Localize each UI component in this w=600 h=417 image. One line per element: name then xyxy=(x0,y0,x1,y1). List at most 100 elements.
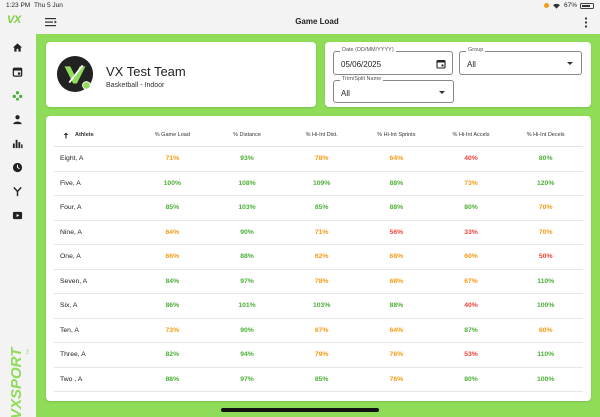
cell-hi-int-accels: 60% xyxy=(464,253,478,261)
cell-hi-int-decels: 60% xyxy=(538,326,553,334)
cell-hi-int-accels: 87% xyxy=(464,326,478,334)
vxsport-brand-logo: VXSPORT TM xyxy=(8,346,30,417)
clock-icon[interactable] xyxy=(10,160,24,174)
cell-game-load: 85% xyxy=(165,204,180,212)
header-hi-int-decels[interactable]: % Hi-Int Decels xyxy=(526,132,565,138)
trim-split-select[interactable]: Trim/Split Name All xyxy=(333,76,454,103)
header-hi-int-accels[interactable]: % Hi-Int Accels xyxy=(452,132,490,138)
calendar-picker-icon[interactable] xyxy=(436,59,446,69)
svg-text:VXSPORT: VXSPORT xyxy=(8,346,25,417)
table-row[interactable]: Three, A 82% 94% 79% 76% 53% 110% xyxy=(54,343,583,368)
home-indicator[interactable] xyxy=(221,408,379,412)
athlete-name: Eight, A xyxy=(60,155,84,163)
person-icon[interactable] xyxy=(10,112,24,126)
video-icon[interactable] xyxy=(10,208,24,222)
more-vertical-icon[interactable] xyxy=(584,17,588,28)
header-game-load[interactable]: % Game Load xyxy=(154,132,190,138)
cell-distance: 97% xyxy=(240,375,254,383)
cell-hi-int-accels: 67% xyxy=(464,277,478,285)
cell-hi-int-decels: 100% xyxy=(537,375,555,383)
cell-hi-int-decels: 80% xyxy=(538,155,553,163)
table-row[interactable]: Eight, A 71% 93% 78% 64% 40% 80% xyxy=(54,147,583,172)
sort-arrow-up-icon[interactable] xyxy=(63,132,69,139)
battery-icon xyxy=(580,2,594,9)
cell-hi-int-sprints: 56% xyxy=(389,228,404,236)
status-time: 1:23 PM xyxy=(6,2,31,9)
athlete-name: Three, A xyxy=(60,351,86,359)
cell-game-load: 100% xyxy=(163,179,182,187)
team-card: VX Test Team Basketball - Indoor xyxy=(46,42,316,107)
wifi-icon xyxy=(552,3,560,9)
date-field-label: Date (DD/MM/YYYY) xyxy=(340,47,396,53)
cell-game-load: 64% xyxy=(165,228,180,236)
cell-hi-int-decels: 50% xyxy=(538,253,553,261)
header-hi-int-sprints[interactable]: % Hi-Int Sprints xyxy=(377,132,416,138)
cell-game-load: 73% xyxy=(165,326,180,334)
table-row[interactable]: Nine, A 64% 90% 71% 56% 33% 70% xyxy=(54,221,583,245)
table-row[interactable]: Six, A 86% 101% 103% 88% 40% 100% xyxy=(54,294,583,319)
top-bar: Game Load xyxy=(34,11,600,34)
table-row[interactable]: Four, A 85% 103% 85% 88% 80% 70% xyxy=(54,196,583,221)
calendar-icon[interactable] xyxy=(10,64,24,78)
cell-hi-int-sprints: 68% xyxy=(389,277,404,285)
table-row[interactable]: Seven, A 84% 97% 78% 68% 67% 110% xyxy=(54,270,583,294)
cell-hi-int-sprints: 64% xyxy=(389,155,404,163)
page-title: Game Load xyxy=(295,17,339,26)
group-select-label: Group xyxy=(466,47,486,53)
table-row[interactable]: Ten, A 73% 90% 67% 64% 87% 60% xyxy=(54,319,583,343)
menu-icon[interactable] xyxy=(44,16,58,28)
status-right: 67% xyxy=(543,2,594,9)
cell-game-load: 84% xyxy=(165,277,180,285)
svg-text:TM: TM xyxy=(25,349,30,355)
status-date: Thu 5 Jun xyxy=(34,2,63,9)
cell-hi-int-sprints: 64% xyxy=(389,326,404,334)
date-field[interactable]: Date (DD/MM/YYYY) 05/06/2025 xyxy=(333,47,453,75)
cell-hi-int-dist: 85% xyxy=(314,204,329,212)
team-logo-icon xyxy=(56,55,94,93)
table-body: Eight, A 71% 93% 78% 64% 40% 80% Five, A 100% 108… xyxy=(54,147,583,392)
vx-logo[interactable]: VX xyxy=(7,14,21,26)
status-bar: 1:23 PM Thu 5 Jun 67% xyxy=(0,0,600,11)
group-select-value: All xyxy=(467,60,476,69)
table-row[interactable]: One, A 66% 88% 62% 68% 60% 50% xyxy=(54,245,583,270)
team-icon[interactable] xyxy=(10,88,24,102)
team-name: VX Test Team xyxy=(106,64,186,79)
cell-game-load: 71% xyxy=(165,155,180,163)
cell-game-load: 88% xyxy=(165,375,180,383)
athlete-name: Nine, A xyxy=(60,228,82,236)
home-icon[interactable] xyxy=(10,40,24,54)
game-load-table: Athlete % Game Load % Distance % Hi-Int … xyxy=(54,124,583,392)
cell-hi-int-sprints: 88% xyxy=(389,204,404,212)
header-distance[interactable]: % Distance xyxy=(233,132,261,138)
game-load-table-card: Athlete % Game Load % Distance % Hi-Int … xyxy=(46,116,591,401)
cell-hi-int-dist: 78% xyxy=(314,155,329,163)
cell-hi-int-dist: 85% xyxy=(314,375,329,383)
header-hi-int-dist[interactable]: % Hi-Int Dist. xyxy=(305,132,338,138)
header-athlete[interactable]: Athlete xyxy=(54,132,135,139)
cell-hi-int-sprints: 76% xyxy=(389,351,404,359)
date-field-value: 05/06/2025 xyxy=(341,60,382,69)
header-athlete-label: Athlete xyxy=(75,132,94,138)
cell-hi-int-decels: 110% xyxy=(537,277,555,285)
table-header: Athlete % Game Load % Distance % Hi-Int … xyxy=(54,124,583,147)
cell-hi-int-dist: 67% xyxy=(314,326,329,334)
cell-hi-int-accels: 40% xyxy=(464,302,478,310)
trim-split-label: Trim/Split Name xyxy=(340,76,384,82)
merge-icon[interactable] xyxy=(10,184,24,198)
cell-hi-int-sprints: 88% xyxy=(389,302,404,310)
cell-hi-int-accels: 53% xyxy=(464,351,478,359)
cell-hi-int-dist: 79% xyxy=(314,351,329,359)
trim-split-value: All xyxy=(341,89,350,98)
athlete-name: Five, A xyxy=(60,179,81,187)
bar-chart-icon[interactable] xyxy=(10,136,24,150)
cell-hi-int-sprints: 88% xyxy=(389,179,404,187)
cell-hi-int-dist: 103% xyxy=(312,302,331,310)
cell-hi-int-accels: 40% xyxy=(464,155,478,163)
cell-hi-int-decels: 120% xyxy=(537,179,555,187)
cell-hi-int-decels: 100% xyxy=(537,302,555,310)
cell-distance: 101% xyxy=(238,302,256,310)
table-row[interactable]: Two , A 88% 97% 85% 76% 80% 100% xyxy=(54,368,583,392)
table-row[interactable]: Five, A 100% 108% 109% 88% 73% 120% xyxy=(54,172,583,196)
group-select[interactable]: Group All xyxy=(459,47,582,75)
sidebar: VX VXSPORT TM xyxy=(0,11,34,417)
